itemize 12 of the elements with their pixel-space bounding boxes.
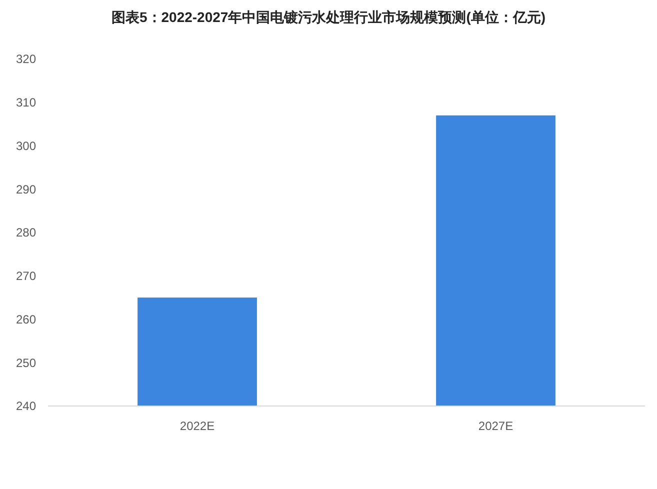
y-tick-label: 310 bbox=[16, 96, 36, 110]
x-tick-label: 2022E bbox=[180, 419, 215, 433]
y-tick-label: 270 bbox=[16, 269, 36, 284]
y-tick-label: 320 bbox=[16, 52, 36, 66]
y-tick-label: 290 bbox=[16, 182, 36, 196]
y-tick-label: 240 bbox=[16, 399, 36, 414]
y-tick-label: 250 bbox=[16, 356, 36, 370]
y-tick-label: 260 bbox=[16, 312, 36, 326]
y-tick-label: 280 bbox=[16, 226, 36, 240]
x-tick-label: 2027E bbox=[478, 419, 514, 433]
chart-title: 图表5：2022-2027年中国电镀污水处理行业市场规模预测(单位：亿元) bbox=[111, 9, 546, 25]
y-tick-label: 300 bbox=[16, 138, 36, 153]
